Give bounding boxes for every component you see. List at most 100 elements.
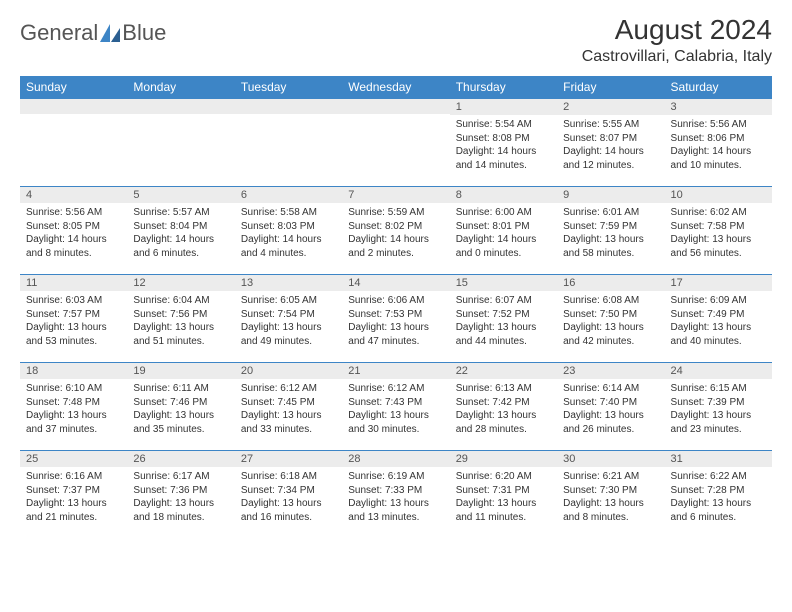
day-number: 28 <box>342 450 449 467</box>
day-number <box>342 98 449 114</box>
day-details: Sunrise: 6:13 AMSunset: 7:42 PMDaylight:… <box>450 379 557 440</box>
calendar-cell: 17Sunrise: 6:09 AMSunset: 7:49 PMDayligh… <box>665 274 772 362</box>
brand-part1: General <box>20 20 98 46</box>
sunset-text: Sunset: 7:57 PM <box>26 308 121 322</box>
day-details: Sunrise: 6:02 AMSunset: 7:58 PMDaylight:… <box>665 203 772 264</box>
day-number <box>235 98 342 114</box>
daylight-text: Daylight: 13 hours and 8 minutes. <box>563 497 658 524</box>
sunrise-text: Sunrise: 5:57 AM <box>133 206 228 220</box>
calendar-cell: 19Sunrise: 6:11 AMSunset: 7:46 PMDayligh… <box>127 362 234 450</box>
calendar-cell: 14Sunrise: 6:06 AMSunset: 7:53 PMDayligh… <box>342 274 449 362</box>
day-number: 14 <box>342 274 449 291</box>
sunset-text: Sunset: 7:48 PM <box>26 396 121 410</box>
sunset-text: Sunset: 8:02 PM <box>348 220 443 234</box>
day-number: 19 <box>127 362 234 379</box>
day-details: Sunrise: 6:11 AMSunset: 7:46 PMDaylight:… <box>127 379 234 440</box>
day-details: Sunrise: 6:16 AMSunset: 7:37 PMDaylight:… <box>20 467 127 528</box>
sunrise-text: Sunrise: 6:18 AM <box>241 470 336 484</box>
sunrise-text: Sunrise: 6:05 AM <box>241 294 336 308</box>
calendar-cell: 24Sunrise: 6:15 AMSunset: 7:39 PMDayligh… <box>665 362 772 450</box>
sunset-text: Sunset: 7:31 PM <box>456 484 551 498</box>
calendar-cell: 8Sunrise: 6:00 AMSunset: 8:01 PMDaylight… <box>450 186 557 274</box>
sunset-text: Sunset: 7:43 PM <box>348 396 443 410</box>
header: General Blue August 2024 Castrovillari, … <box>20 14 772 66</box>
daylight-text: Daylight: 13 hours and 28 minutes. <box>456 409 551 436</box>
calendar-cell: 11Sunrise: 6:03 AMSunset: 7:57 PMDayligh… <box>20 274 127 362</box>
weekday-header: Monday <box>127 76 234 98</box>
calendar-cell <box>342 98 449 186</box>
daylight-text: Daylight: 13 hours and 44 minutes. <box>456 321 551 348</box>
daylight-text: Daylight: 13 hours and 49 minutes. <box>241 321 336 348</box>
daylight-text: Daylight: 13 hours and 53 minutes. <box>26 321 121 348</box>
calendar-cell: 7Sunrise: 5:59 AMSunset: 8:02 PMDaylight… <box>342 186 449 274</box>
calendar-cell: 2Sunrise: 5:55 AMSunset: 8:07 PMDaylight… <box>557 98 664 186</box>
day-number: 24 <box>665 362 772 379</box>
sunrise-text: Sunrise: 6:19 AM <box>348 470 443 484</box>
sunrise-text: Sunrise: 6:02 AM <box>671 206 766 220</box>
calendar-cell: 1Sunrise: 5:54 AMSunset: 8:08 PMDaylight… <box>450 98 557 186</box>
day-details: Sunrise: 6:12 AMSunset: 7:43 PMDaylight:… <box>342 379 449 440</box>
day-details: Sunrise: 6:10 AMSunset: 7:48 PMDaylight:… <box>20 379 127 440</box>
day-number: 29 <box>450 450 557 467</box>
sunrise-text: Sunrise: 5:58 AM <box>241 206 336 220</box>
sunset-text: Sunset: 8:01 PM <box>456 220 551 234</box>
calendar-cell: 31Sunrise: 6:22 AMSunset: 7:28 PMDayligh… <box>665 450 772 538</box>
daylight-text: Daylight: 13 hours and 35 minutes. <box>133 409 228 436</box>
daylight-text: Daylight: 13 hours and 58 minutes. <box>563 233 658 260</box>
sunset-text: Sunset: 7:54 PM <box>241 308 336 322</box>
calendar-cell: 18Sunrise: 6:10 AMSunset: 7:48 PMDayligh… <box>20 362 127 450</box>
sunset-text: Sunset: 7:49 PM <box>671 308 766 322</box>
day-number <box>20 98 127 114</box>
sail-icon <box>100 24 120 42</box>
day-details: Sunrise: 6:22 AMSunset: 7:28 PMDaylight:… <box>665 467 772 528</box>
daylight-text: Daylight: 13 hours and 51 minutes. <box>133 321 228 348</box>
calendar-row: 25Sunrise: 6:16 AMSunset: 7:37 PMDayligh… <box>20 450 772 538</box>
day-details: Sunrise: 6:14 AMSunset: 7:40 PMDaylight:… <box>557 379 664 440</box>
sunrise-text: Sunrise: 5:55 AM <box>563 118 658 132</box>
day-number <box>127 98 234 114</box>
sunrise-text: Sunrise: 6:00 AM <box>456 206 551 220</box>
day-number: 26 <box>127 450 234 467</box>
day-number: 27 <box>235 450 342 467</box>
day-details: Sunrise: 5:58 AMSunset: 8:03 PMDaylight:… <box>235 203 342 264</box>
calendar-head: SundayMondayTuesdayWednesdayThursdayFrid… <box>20 76 772 98</box>
calendar-cell: 10Sunrise: 6:02 AMSunset: 7:58 PMDayligh… <box>665 186 772 274</box>
calendar-cell: 5Sunrise: 5:57 AMSunset: 8:04 PMDaylight… <box>127 186 234 274</box>
calendar-cell: 15Sunrise: 6:07 AMSunset: 7:52 PMDayligh… <box>450 274 557 362</box>
calendar-body: 1Sunrise: 5:54 AMSunset: 8:08 PMDaylight… <box>20 98 772 538</box>
sunset-text: Sunset: 7:59 PM <box>563 220 658 234</box>
daylight-text: Daylight: 13 hours and 6 minutes. <box>671 497 766 524</box>
sunset-text: Sunset: 8:05 PM <box>26 220 121 234</box>
sunset-text: Sunset: 7:52 PM <box>456 308 551 322</box>
day-details: Sunrise: 6:04 AMSunset: 7:56 PMDaylight:… <box>127 291 234 352</box>
sunrise-text: Sunrise: 6:22 AM <box>671 470 766 484</box>
sunrise-text: Sunrise: 5:56 AM <box>26 206 121 220</box>
day-number: 21 <box>342 362 449 379</box>
sunrise-text: Sunrise: 6:10 AM <box>26 382 121 396</box>
title-block: August 2024 Castrovillari, Calabria, Ita… <box>582 14 772 66</box>
brand-part2: Blue <box>122 20 166 46</box>
daylight-text: Daylight: 14 hours and 8 minutes. <box>26 233 121 260</box>
sunset-text: Sunset: 8:03 PM <box>241 220 336 234</box>
sunset-text: Sunset: 8:04 PM <box>133 220 228 234</box>
daylight-text: Daylight: 13 hours and 37 minutes. <box>26 409 121 436</box>
day-number: 9 <box>557 186 664 203</box>
day-number: 3 <box>665 98 772 115</box>
day-details: Sunrise: 6:03 AMSunset: 7:57 PMDaylight:… <box>20 291 127 352</box>
daylight-text: Daylight: 14 hours and 4 minutes. <box>241 233 336 260</box>
sunrise-text: Sunrise: 6:14 AM <box>563 382 658 396</box>
sunset-text: Sunset: 7:42 PM <box>456 396 551 410</box>
day-details: Sunrise: 6:05 AMSunset: 7:54 PMDaylight:… <box>235 291 342 352</box>
calendar-cell <box>235 98 342 186</box>
day-details: Sunrise: 5:56 AMSunset: 8:05 PMDaylight:… <box>20 203 127 264</box>
calendar-row: 1Sunrise: 5:54 AMSunset: 8:08 PMDaylight… <box>20 98 772 186</box>
daylight-text: Daylight: 13 hours and 23 minutes. <box>671 409 766 436</box>
sunrise-text: Sunrise: 5:56 AM <box>671 118 766 132</box>
brand-logo: General Blue <box>20 14 166 46</box>
sunrise-text: Sunrise: 6:01 AM <box>563 206 658 220</box>
daylight-text: Daylight: 13 hours and 26 minutes. <box>563 409 658 436</box>
day-number: 22 <box>450 362 557 379</box>
sunrise-text: Sunrise: 6:15 AM <box>671 382 766 396</box>
daylight-text: Daylight: 13 hours and 18 minutes. <box>133 497 228 524</box>
daylight-text: Daylight: 13 hours and 13 minutes. <box>348 497 443 524</box>
